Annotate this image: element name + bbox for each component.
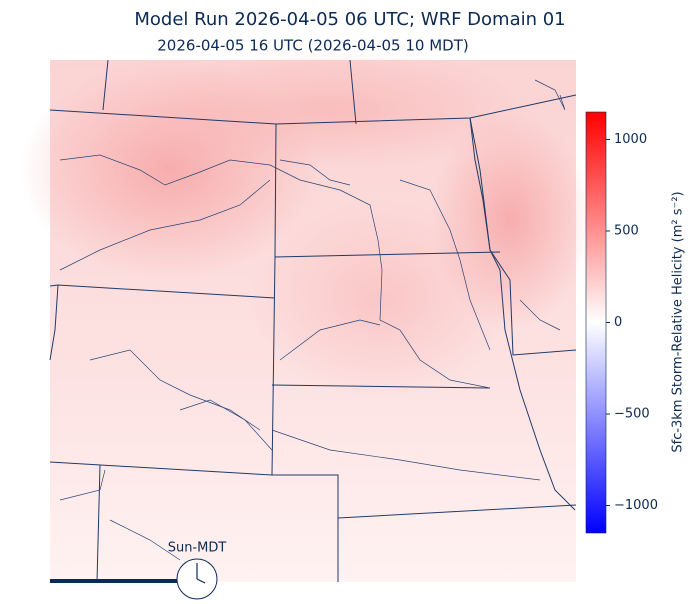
map (20, 50, 590, 583)
subtitle: 2026-04-05 16 UTC (2026-04-05 10 MDT) (157, 37, 468, 55)
colorbar-scale (585, 111, 607, 534)
colorbar-tick-label: 1000 (614, 132, 647, 147)
colorbar-tick-label: −500 (614, 407, 650, 422)
clock-label: Sun-MDT (168, 541, 227, 556)
colorbar-tick-label: 0 (614, 315, 622, 330)
colorbar: −1000 −500 0 500 1000 Sfc-3km Storm-Relative … (585, 111, 686, 534)
colorbar-tick-label: −1000 (614, 498, 658, 513)
colorbar-tick-label: 500 (614, 223, 639, 238)
colorbar-label: Sfc-3km Storm-Relative Helicity (m² s⁻²) (671, 191, 686, 452)
title: Model Run 2026-04-05 06 UTC; WRF Domain … (134, 9, 565, 30)
clock: Sun-MDT (50, 541, 226, 600)
